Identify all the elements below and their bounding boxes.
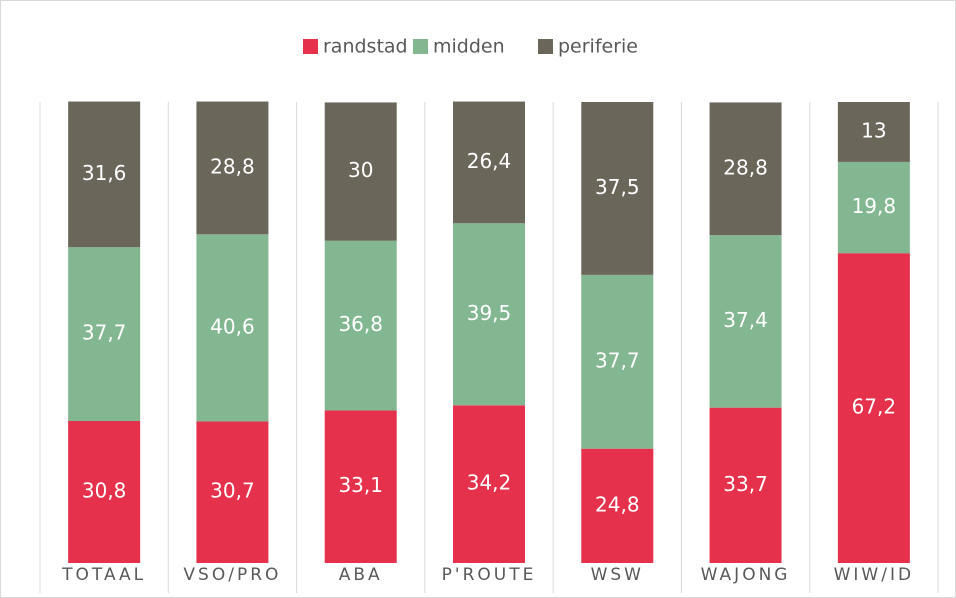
bar-segment: [324, 240, 397, 411]
bar-segment: [196, 421, 269, 563]
data-label: 39,5: [467, 301, 512, 325]
data-label: 24,8: [595, 492, 640, 516]
data-label: 30,7: [210, 479, 255, 503]
data-label: 28,8: [723, 155, 768, 179]
data-label: 13: [861, 118, 886, 142]
data-label: 26,4: [467, 149, 512, 173]
data-label: 40,6: [210, 314, 255, 338]
x-tick-label: TOTAAL: [61, 565, 146, 585]
bar-segment: [837, 102, 910, 162]
legend-swatch: [303, 39, 318, 54]
legend-label: midden: [433, 36, 505, 58]
data-label: 30,8: [82, 479, 127, 503]
bar-segment: [453, 101, 525, 224]
legend-label: periferie: [558, 36, 638, 58]
data-label: 33,7: [723, 472, 768, 496]
bar-segment: [453, 405, 525, 563]
bar-segment: [837, 253, 910, 563]
bar-segment: [324, 410, 397, 563]
data-label: 37,7: [595, 348, 640, 372]
bar-segment: [196, 234, 269, 422]
data-label: 30: [348, 158, 373, 182]
bar-segment: [709, 407, 782, 563]
data-label: 28,8: [210, 154, 255, 178]
x-tick-label: WAJONG: [701, 565, 791, 585]
bar-segment: [68, 247, 141, 422]
bar-segment: [68, 101, 141, 248]
data-label: 67,2: [852, 395, 897, 419]
bar-segment: [709, 102, 782, 236]
bar-segment: [324, 102, 397, 241]
bar-segment: [837, 161, 910, 254]
bar-segment: [581, 102, 654, 275]
bar-segment: [709, 235, 782, 408]
x-tick-label: WIW/ID: [834, 565, 914, 585]
data-label: 33,1: [338, 473, 383, 497]
data-label: 34,2: [467, 471, 512, 495]
bar-segment: [68, 421, 141, 563]
legend-label: randstad: [323, 36, 408, 58]
data-label: 36,8: [338, 312, 383, 336]
x-tick-label: VSO/PRO: [183, 565, 281, 585]
data-label: 37,7: [82, 321, 127, 345]
data-label: 19,8: [852, 194, 897, 218]
data-label: 31,6: [82, 161, 127, 185]
bar-segment: [453, 223, 525, 406]
legend-swatch: [538, 39, 553, 54]
data-label: 37,5: [595, 175, 640, 199]
legend-swatch: [413, 39, 428, 54]
bar-segment: [196, 101, 269, 235]
x-tick-label: WSW: [591, 565, 644, 585]
data-label: 37,4: [723, 308, 768, 332]
bar-segment: [581, 274, 654, 449]
bar-segment: [581, 448, 654, 563]
x-tick-label: P'ROUTE: [442, 565, 537, 585]
x-tick-label: ABA: [339, 565, 383, 585]
